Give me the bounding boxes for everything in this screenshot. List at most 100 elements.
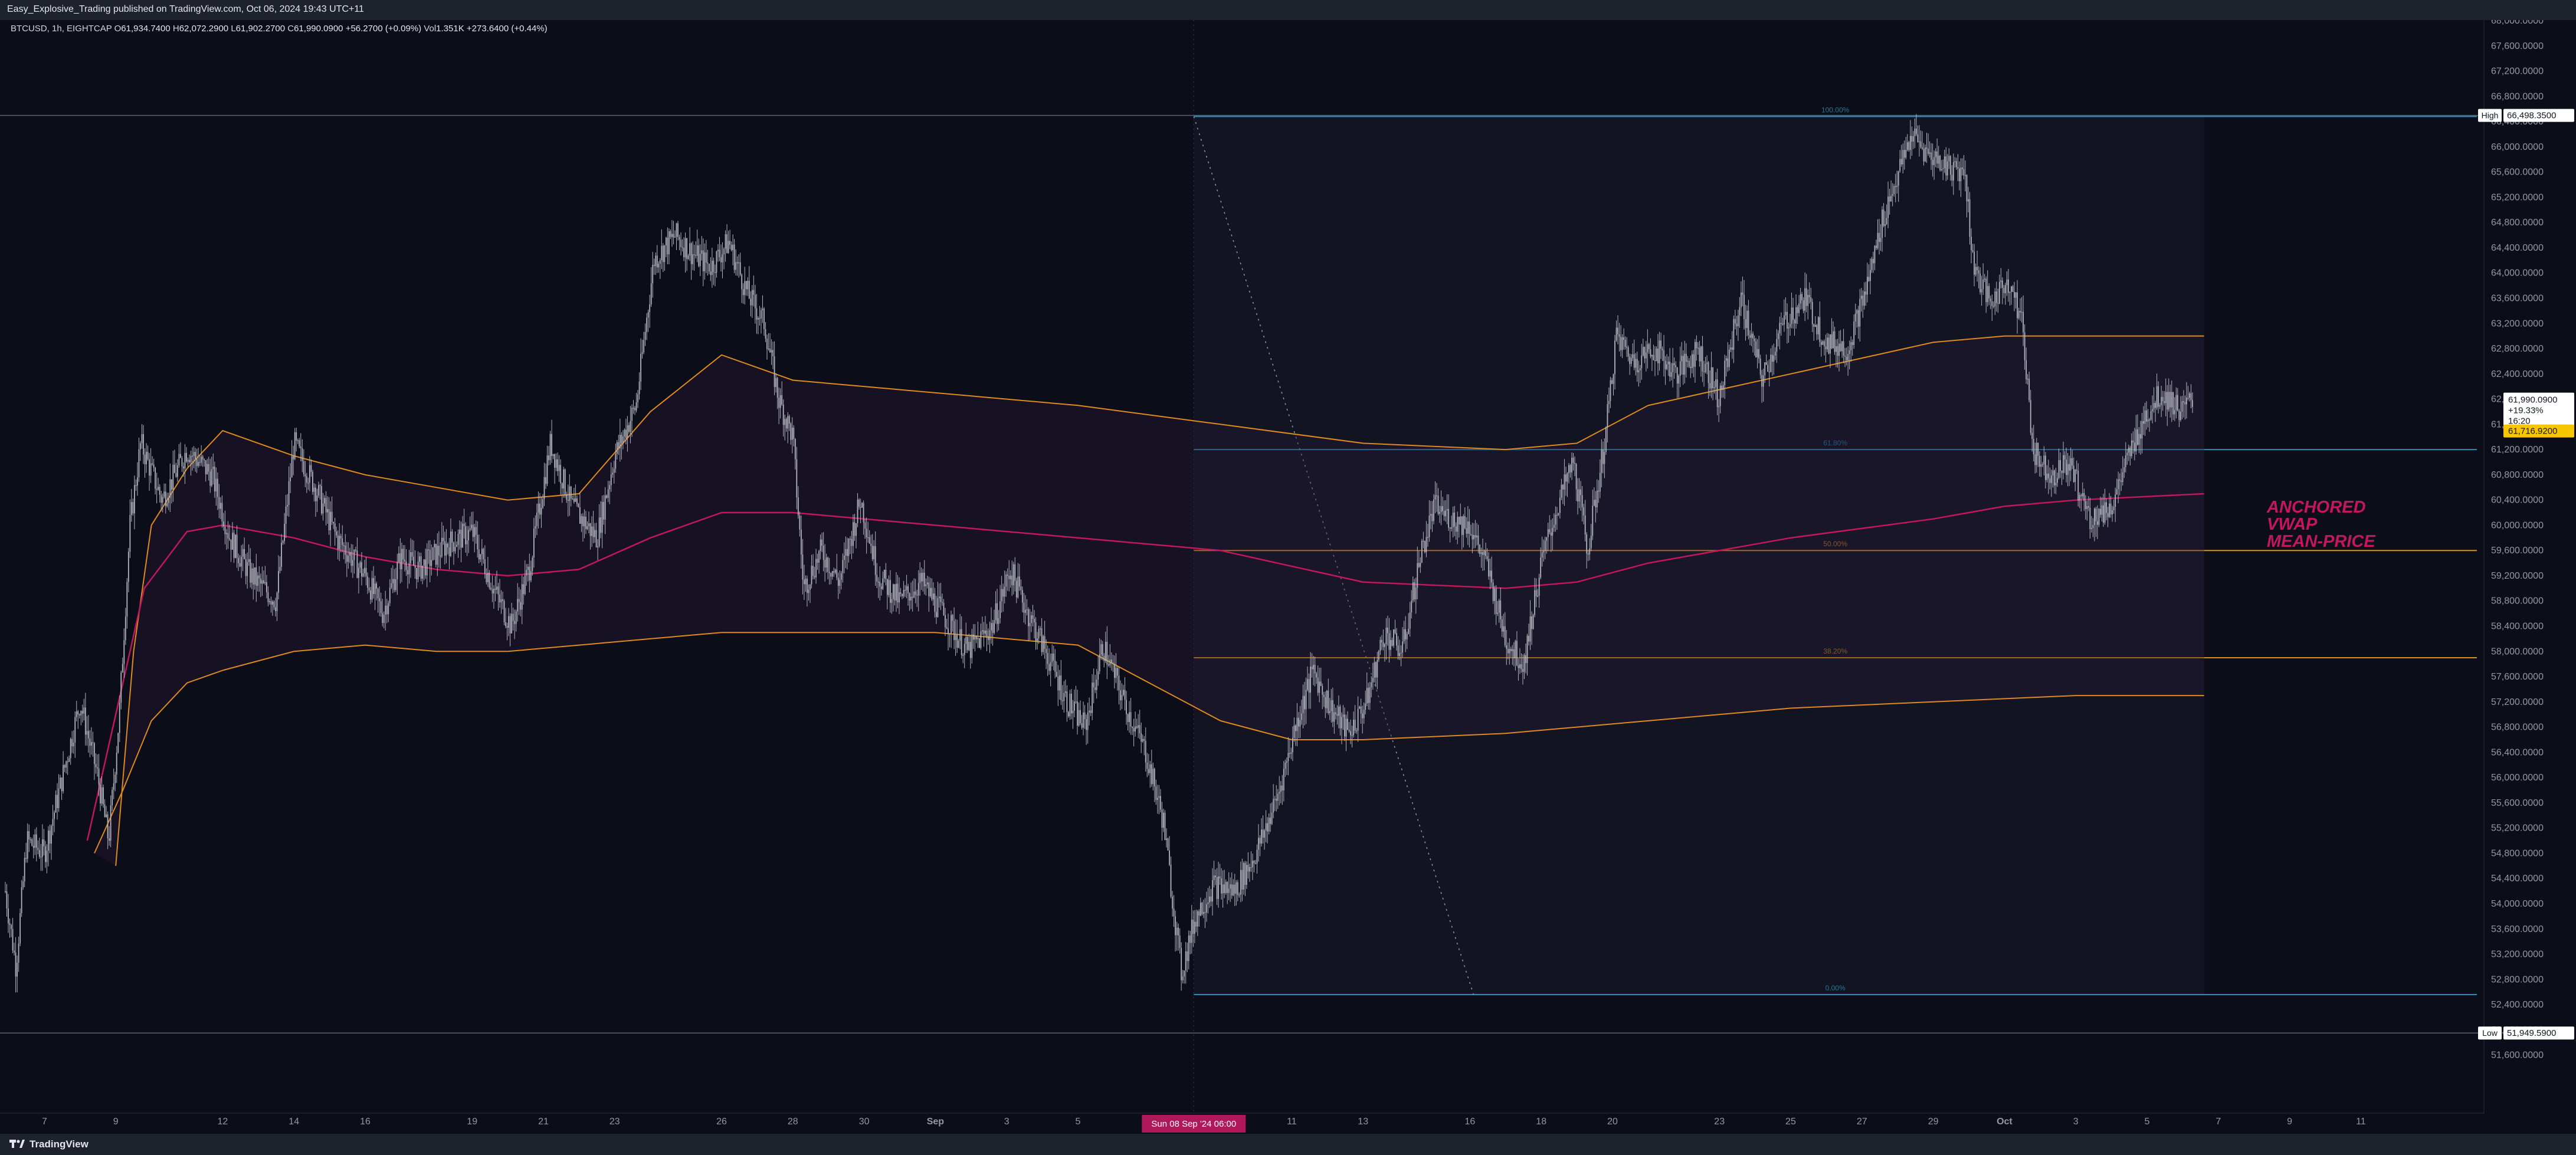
candle-body [628,425,630,432]
candle-body [129,515,131,552]
candle-body [1770,355,1772,372]
candle-body [1630,357,1632,364]
candle-body [1890,195,1892,202]
vwap-upper-band[interactable] [115,335,2204,866]
candle-body [1512,649,1513,651]
candle-body [1347,718,1348,730]
candle-body [1889,196,1890,202]
time-tick-label: 19 [467,1117,477,1127]
price-tick-label: 67,200.0000 [2491,67,2544,77]
price-tick-label: 54,000.0000 [2491,899,2544,909]
candle-body [1182,976,1184,980]
candle-body [1041,628,1043,652]
candle-body [1384,644,1385,647]
fib-trend-line[interactable] [1193,116,1474,995]
candle-body [833,571,835,573]
candle-body [716,251,717,273]
candle-body [1991,301,1993,306]
candle-body [419,556,421,562]
candle-body [178,454,180,465]
price-chart[interactable]: 100.00%61.80%50.00%38.20%0.00% BTCUSD, 1… [0,20,2576,1134]
candle-body [2164,401,2165,403]
candle-body [54,812,55,819]
candle-body [1972,250,1974,252]
candle-body [785,419,787,429]
candle-body [1037,638,1038,642]
candle-body [215,478,217,492]
candle-body [782,404,784,425]
time-axis[interactable]: 7 9 12 14 16 19 21 23 26 28 30 Sep 3 5 11 13 16 18 20 23 25 2… [0,1113,2484,1133]
candle-body [1724,360,1726,385]
candle-body [1203,912,1204,914]
fib-retracement[interactable]: 100.00%61.80%50.00%38.20%0.00% [1193,106,2477,995]
vwap-mean-line[interactable] [86,493,2204,841]
candle-body [733,244,735,270]
candle-body [462,523,463,548]
candle-body [1044,636,1046,649]
candle-body [1797,307,1798,313]
candle-body [889,580,891,603]
candle-body [1825,346,1827,350]
price-tick-label: 59,600.0000 [2491,546,2544,556]
candle-body [2147,419,2149,422]
candle-body [1341,717,1342,729]
candle-body [1276,799,1277,801]
candle-body [483,549,484,559]
candle-body [34,834,36,848]
candle-body [1900,159,1902,165]
candle-body [603,501,605,520]
candle-body [379,598,381,602]
price-tick-label: 55,200.0000 [2491,823,2544,834]
candle-body [420,556,422,579]
candle-body [526,570,527,576]
candle-body [168,497,169,503]
candle-body [1256,849,1258,864]
candle-body [1602,449,1604,464]
anchored-vwap[interactable] [86,335,2204,866]
candle-body [342,538,343,546]
candle-body [6,891,8,908]
candle-body [592,526,594,537]
candle-body [1388,633,1390,650]
vwap-lower-band[interactable] [94,632,2204,854]
candle-body [2077,470,2079,501]
candle-body [155,467,156,489]
candle-body [1831,334,1833,349]
candle-body [119,703,120,733]
candle-body [1455,526,1457,532]
candle-body [2150,411,2152,420]
candle-body [1761,375,1763,387]
candle-body [644,332,646,340]
candle-body [1676,367,1678,384]
candle-body [334,523,336,532]
price-axis[interactable]: 51,600.000052,000.000052,400.000052,800.… [2478,20,2574,1114]
candle-body [368,588,370,590]
candle-body [232,533,233,550]
candle-body [1350,731,1351,736]
candle-body [1697,347,1699,349]
candle-body [1716,379,1718,408]
candle-body [1731,347,1733,350]
candle-body [486,573,487,582]
candle-body [346,554,348,562]
candle-body [1849,350,1850,355]
candle-body [761,310,762,319]
candle-body [1031,615,1032,624]
candle-body [799,516,801,530]
candle-body [1458,517,1460,524]
candle-body [1642,347,1644,356]
time-tick-label: 5 [2145,1117,2150,1127]
candle-body [1739,307,1741,316]
candle-body [1547,529,1549,537]
candle-body [995,603,997,621]
tradingview-brand[interactable]: TradingView [9,1138,89,1150]
candle-body [2014,291,2015,298]
price-tick-label: 66,800.0000 [2491,91,2544,101]
time-tick-label: 3 [2073,1117,2079,1127]
fib-level-label: 61.80% [1823,439,1847,447]
candle-body [1971,237,1972,250]
candle-body [301,448,303,461]
candle-body [149,459,150,476]
candle-body [711,260,713,275]
candle-body [1083,712,1084,728]
